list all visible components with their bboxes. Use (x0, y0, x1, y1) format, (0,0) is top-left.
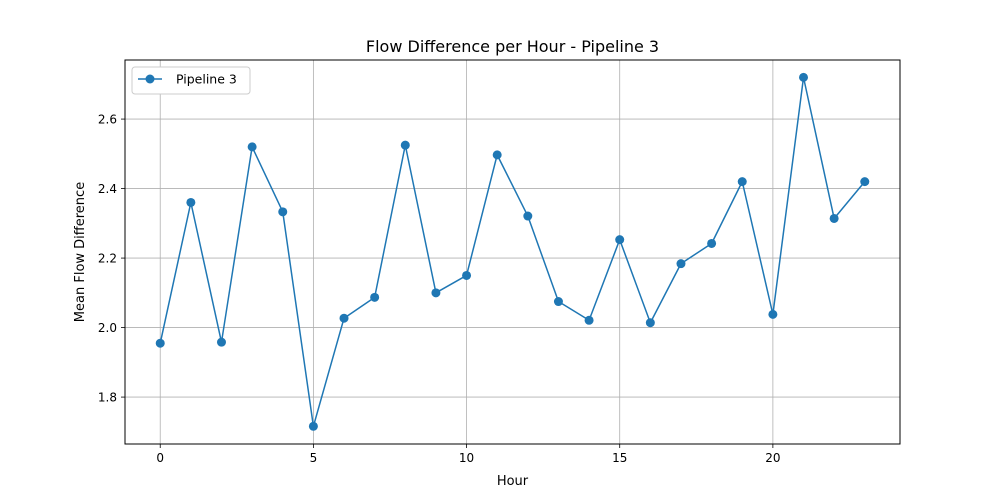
y-tick-label: 2.2 (98, 252, 117, 266)
data-point (370, 292, 380, 302)
data-point (186, 197, 196, 207)
data-point (707, 238, 717, 248)
y-axis-label: Mean Flow Difference (73, 182, 88, 322)
legend: Pipeline 3 (131, 66, 251, 95)
data-point (523, 211, 533, 221)
data-point (584, 315, 594, 325)
data-point (339, 313, 349, 323)
data-point (155, 338, 165, 348)
x-axis-label: Hour (497, 474, 529, 489)
axis-ticks: 0 5 10 15 20 1.8 2.0 2.2 2.4 2.6 (98, 113, 781, 465)
data-point (462, 270, 472, 280)
data-point (553, 297, 563, 307)
data-point (615, 235, 625, 245)
x-tick-label: 20 (765, 451, 780, 465)
data-point (799, 72, 809, 82)
data-point (278, 207, 288, 217)
legend-box (131, 66, 251, 95)
data-point (431, 288, 441, 298)
data-point (860, 177, 870, 187)
data-point (400, 140, 410, 150)
data-point (737, 177, 747, 187)
data-point (247, 142, 257, 152)
legend-marker-sample (145, 74, 155, 84)
legend-label: Pipeline 3 (176, 72, 237, 87)
series-line (159, 76, 866, 428)
x-tick-label: 10 (459, 451, 474, 465)
y-tick-label: 1.8 (98, 391, 117, 405)
data-point (645, 318, 655, 328)
y-tick-label: 2.4 (98, 182, 117, 196)
x-tick-label: 15 (612, 451, 627, 465)
grid-lines (125, 60, 900, 444)
x-tick-label: 5 (310, 451, 318, 465)
x-tick-label: 0 (156, 451, 164, 465)
series-layer (155, 72, 870, 431)
data-point (216, 337, 226, 347)
plot-area-frame (124, 59, 901, 445)
data-point (492, 150, 502, 160)
y-tick-label: 2.0 (98, 321, 117, 335)
data-point (768, 309, 778, 319)
chart-title: Flow Difference per Hour - Pipeline 3 (366, 37, 659, 56)
data-point (829, 213, 839, 223)
data-point (308, 421, 318, 431)
data-point (676, 259, 686, 269)
y-tick-label: 2.6 (98, 113, 117, 127)
